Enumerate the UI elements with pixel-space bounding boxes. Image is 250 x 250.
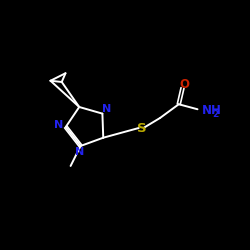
Text: NH: NH [202, 104, 222, 117]
Text: N: N [54, 120, 64, 130]
Text: O: O [180, 78, 190, 91]
Text: N: N [75, 147, 84, 157]
Text: S: S [137, 122, 147, 134]
Text: 2: 2 [212, 110, 218, 119]
Text: N: N [102, 104, 112, 114]
